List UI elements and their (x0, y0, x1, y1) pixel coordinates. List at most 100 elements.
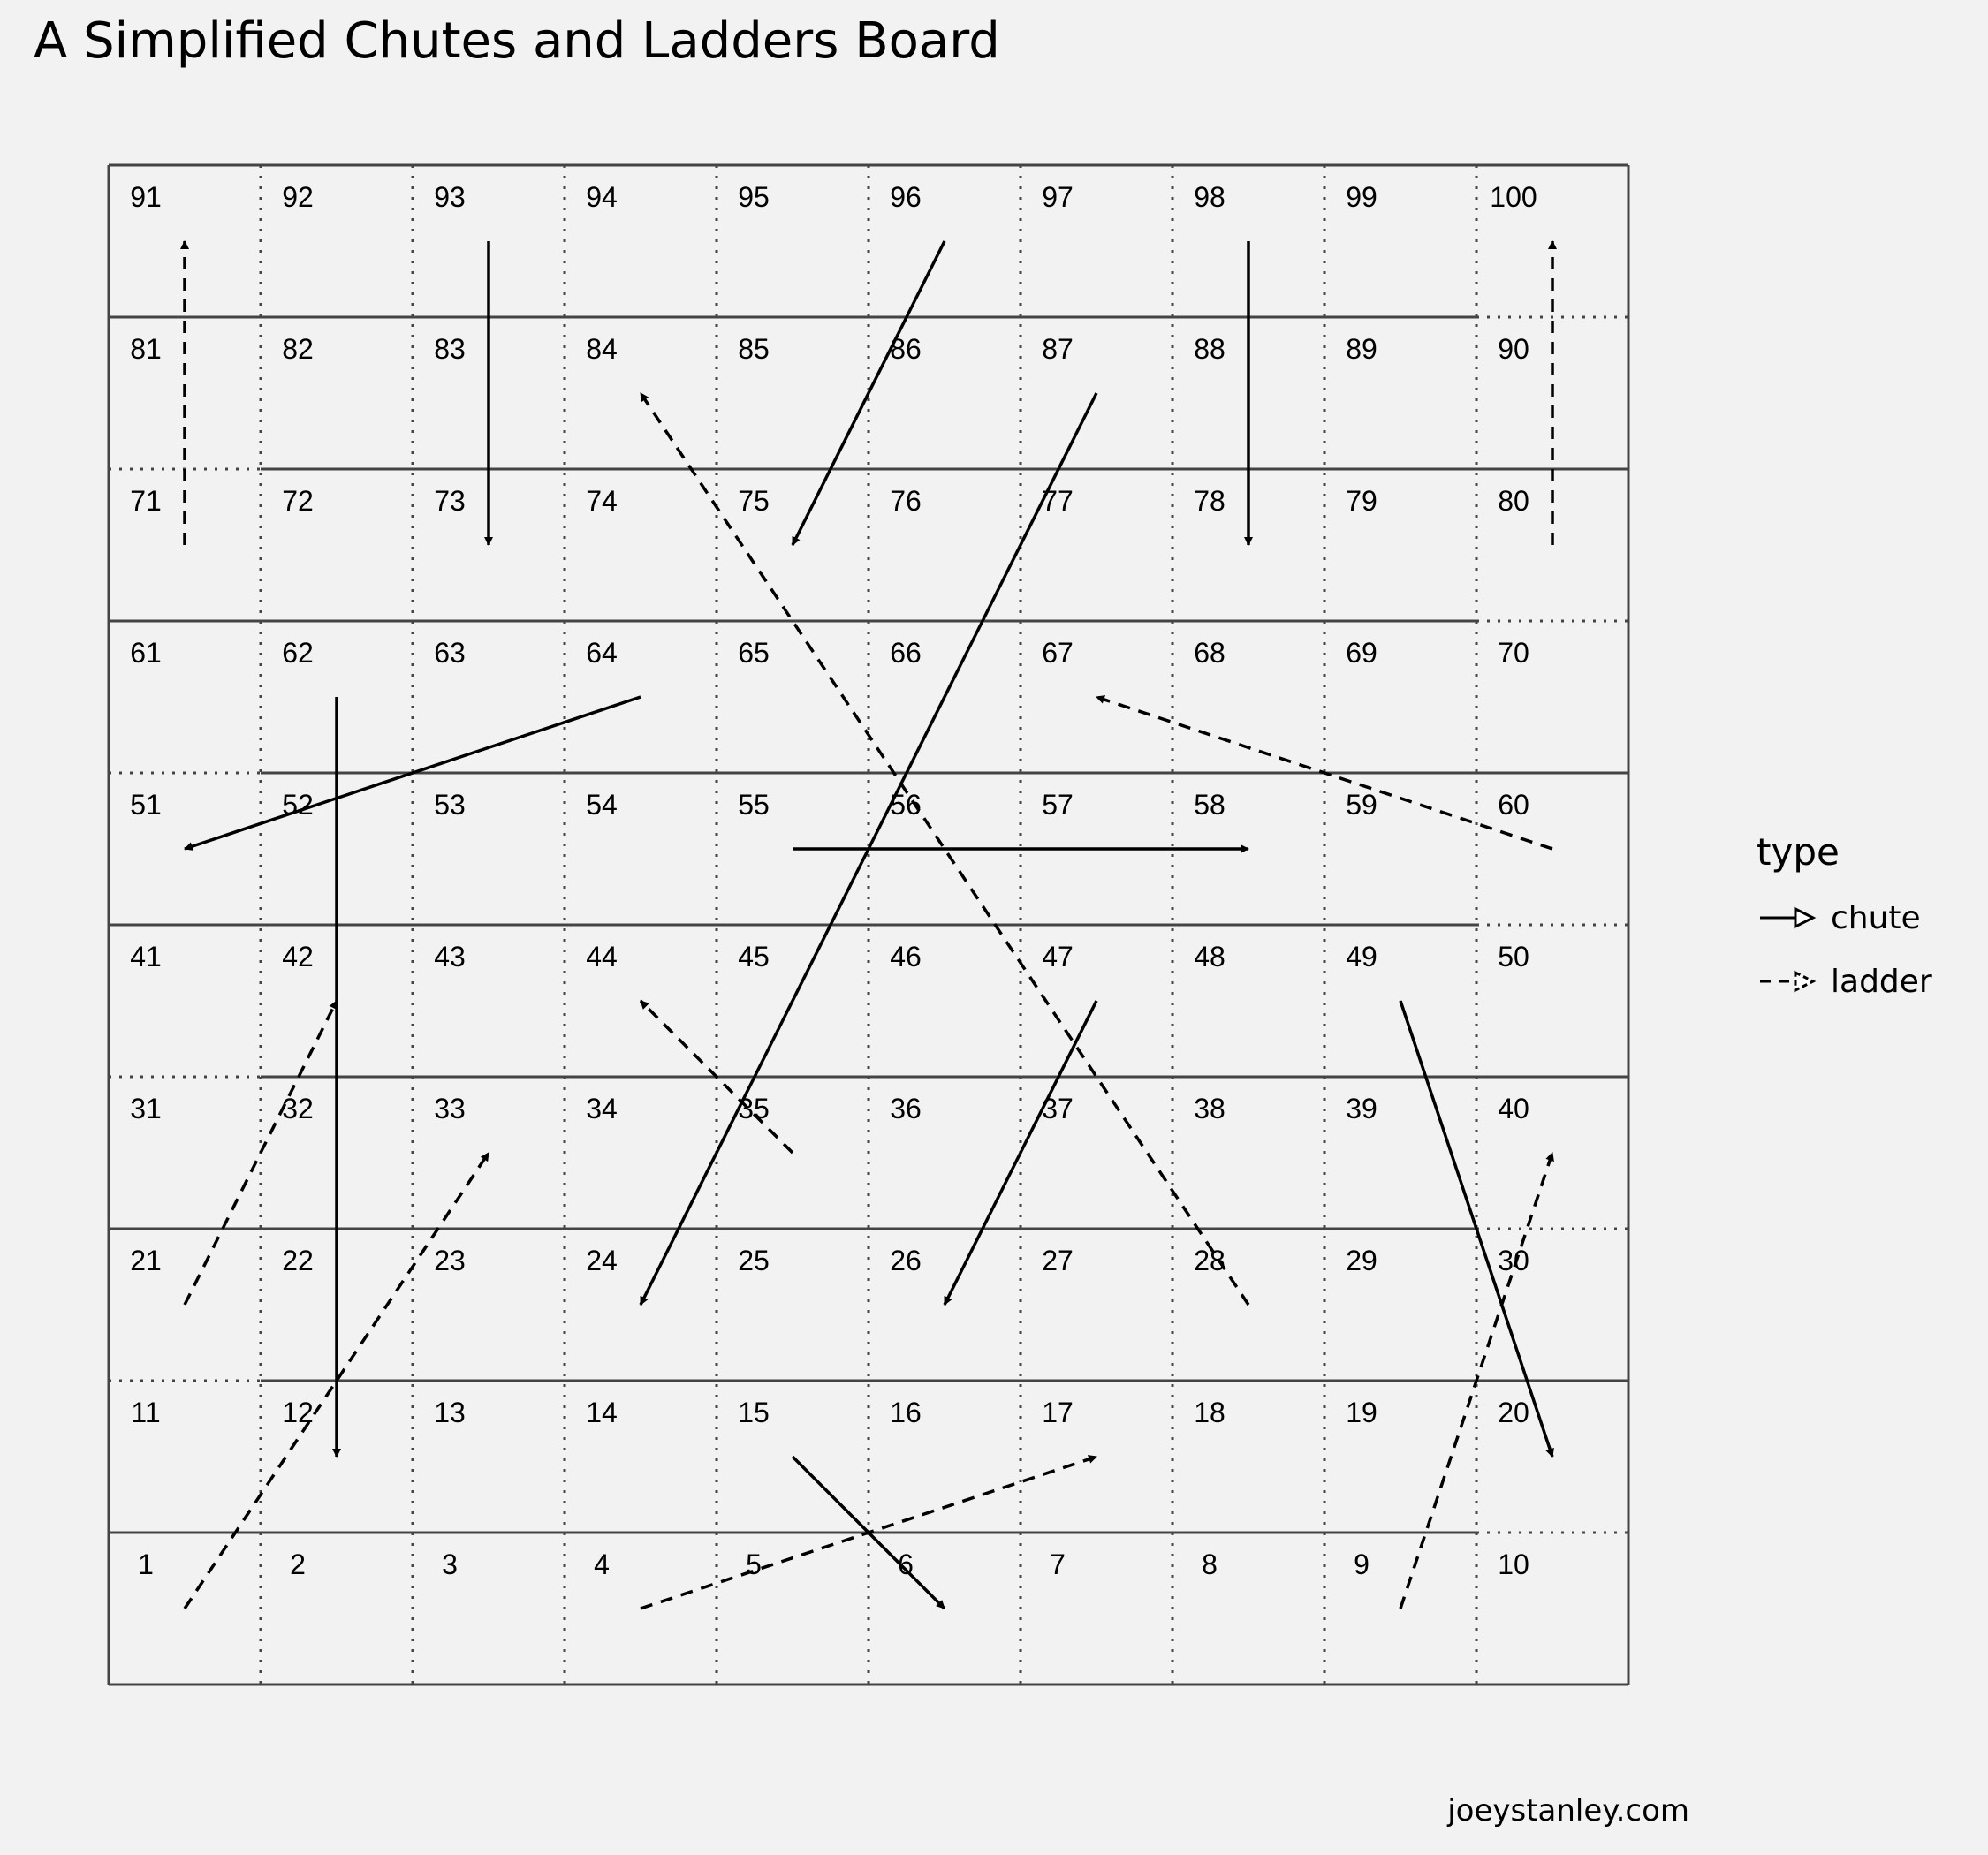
cell-number: 21 (130, 1245, 162, 1276)
cell-number: 59 (1346, 789, 1377, 821)
chute-key-icon (1760, 906, 1817, 929)
ladder-arrow (183, 1000, 338, 1306)
cell-number: 40 (1498, 1093, 1529, 1124)
cell-number: 79 (1346, 485, 1377, 517)
cell-number: 90 (1498, 333, 1529, 365)
cell-number: 68 (1194, 637, 1225, 669)
cell-number: 46 (890, 941, 922, 973)
cell-number: 1 (138, 1548, 154, 1580)
cell-number: 81 (130, 333, 162, 365)
cell-number: 15 (738, 1397, 770, 1428)
cell-number: 36 (890, 1093, 922, 1124)
cell-number: 45 (738, 941, 770, 973)
cell-number: 73 (434, 485, 466, 517)
legend-item-chute: chute (1757, 886, 1932, 950)
cell-number: 63 (434, 637, 466, 669)
cell-number: 71 (130, 485, 162, 517)
cell-number: 51 (130, 789, 162, 821)
cell-number: 26 (890, 1245, 922, 1276)
cell-number: 8 (1202, 1548, 1218, 1580)
cell-number: 78 (1194, 485, 1225, 517)
cell-number: 29 (1346, 1245, 1377, 1276)
cell-number: 39 (1346, 1093, 1377, 1124)
ladder-arrow (639, 392, 1250, 1306)
cell-number: 70 (1498, 637, 1529, 669)
cell-number: 48 (1194, 941, 1225, 973)
cell-number: 83 (434, 333, 466, 365)
cell-number: 31 (130, 1093, 162, 1124)
cell-number: 50 (1498, 941, 1529, 973)
cell-number: 5 (746, 1548, 762, 1580)
cell-number: 33 (434, 1093, 466, 1124)
cell-number: 91 (130, 181, 162, 213)
cell-number: 87 (1042, 333, 1074, 365)
ladder-arrow (1096, 695, 1553, 851)
cell-number: 55 (738, 789, 770, 821)
cell-number: 14 (586, 1397, 618, 1428)
cell-number: 25 (738, 1245, 770, 1276)
chart-title: A Simplified Chutes and Ladders Board (34, 12, 1000, 70)
legend-item-ladder: ladder (1757, 950, 1932, 1013)
cell-number: 100 (1490, 181, 1537, 213)
ladder-key-icon (1760, 970, 1817, 993)
cell-number: 92 (282, 181, 314, 213)
cell-number: 32 (282, 1093, 314, 1124)
cell-number: 74 (586, 485, 618, 517)
chute-arrow (1399, 1000, 1554, 1458)
cell-number: 76 (890, 485, 922, 517)
cell-number: 19 (1346, 1397, 1377, 1428)
cell-number: 57 (1042, 789, 1074, 821)
cell-number: 41 (130, 941, 162, 973)
cell-number: 84 (586, 333, 618, 365)
cell-number: 93 (434, 181, 466, 213)
cell-number: 60 (1498, 789, 1529, 821)
cell-number: 11 (131, 1397, 160, 1428)
cell-number: 94 (586, 181, 618, 213)
cell-number: 98 (1194, 181, 1225, 213)
cell-number: 20 (1498, 1397, 1529, 1428)
cell-number: 99 (1346, 181, 1377, 213)
legend-label-ladder: ladder (1831, 963, 1932, 1000)
cell-number: 75 (738, 485, 770, 517)
cell-number: 66 (890, 637, 922, 669)
chutes-and-ladders (180, 240, 1557, 1610)
cell-number: 54 (586, 789, 618, 821)
cell-number: 2 (290, 1548, 306, 1580)
cell-number: 80 (1498, 485, 1529, 517)
cell-number: 7 (1050, 1548, 1066, 1580)
cell-number: 47 (1042, 941, 1074, 973)
cell-number: 53 (434, 789, 466, 821)
cell-number: 16 (890, 1397, 922, 1428)
cell-number: 72 (282, 485, 314, 517)
source-caption: joeystanley.com (1447, 1793, 1689, 1828)
cell-number: 17 (1042, 1397, 1074, 1428)
legend-label-chute: chute (1831, 899, 1921, 936)
cell-number: 61 (130, 637, 162, 669)
chute-arrow (791, 240, 946, 546)
cell-number: 18 (1194, 1397, 1225, 1428)
ladder-arrow (183, 1152, 490, 1609)
cell-number: 97 (1042, 181, 1074, 213)
cell-number: 24 (586, 1245, 618, 1276)
cell-number: 27 (1042, 1245, 1074, 1276)
cell-number: 30 (1498, 1245, 1529, 1276)
cell-number: 64 (586, 637, 618, 669)
cell-number: 49 (1346, 941, 1377, 973)
cell-number: 65 (738, 637, 770, 669)
legend: type chute ladder (1757, 830, 1932, 1013)
ladder-arrow (639, 999, 794, 1155)
cell-number: 69 (1346, 637, 1377, 669)
cell-number: 10 (1498, 1548, 1529, 1580)
cell-number: 38 (1194, 1093, 1225, 1124)
cell-number: 42 (282, 941, 314, 973)
chute-arrow (943, 1000, 1098, 1306)
cell-number: 43 (434, 941, 466, 973)
cell-number: 9 (1354, 1548, 1370, 1580)
cell-number: 82 (282, 333, 314, 365)
cell-number: 67 (1042, 637, 1074, 669)
cell-number: 34 (586, 1093, 618, 1124)
cell-number: 44 (586, 941, 618, 973)
cell-number: 95 (738, 181, 770, 213)
cell-number: 96 (890, 181, 922, 213)
